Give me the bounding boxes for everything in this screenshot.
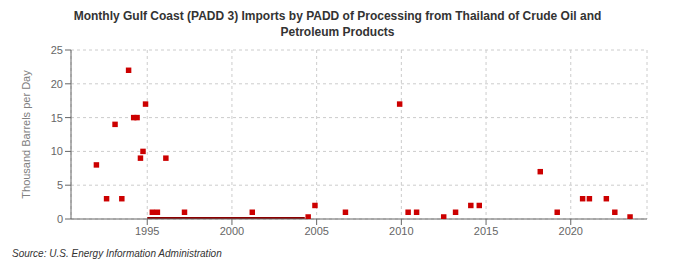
svg-text:Thousand Barrels per Day: Thousand Barrels per Day [20, 70, 32, 199]
html-text:Monthly Gulf Coast (PADD 3) Im: Monthly Gulf Coast (PADD 3) Imports by P… [73, 9, 602, 23]
html-text:Petroleum Products: Petroleum Products [280, 25, 395, 39]
svg-text:0: 0 [57, 213, 63, 225]
svg-text:20: 20 [51, 78, 63, 90]
svg-text:25: 25 [51, 44, 63, 56]
svg-text:2010: 2010 [389, 225, 413, 237]
html-text:Source: U.S. Energy Informatio: Source: U.S. Energy Information Administ… [12, 248, 222, 259]
svg-text:2005: 2005 [304, 225, 328, 237]
svg-text:1995: 1995 [135, 225, 159, 237]
svg-text:10: 10 [51, 145, 63, 157]
svg-text:15: 15 [51, 112, 63, 124]
svg-text:2015: 2015 [474, 225, 498, 237]
svg-text:5: 5 [57, 179, 63, 191]
svg-text:2000: 2000 [220, 225, 244, 237]
svg-text:2020: 2020 [559, 225, 583, 237]
